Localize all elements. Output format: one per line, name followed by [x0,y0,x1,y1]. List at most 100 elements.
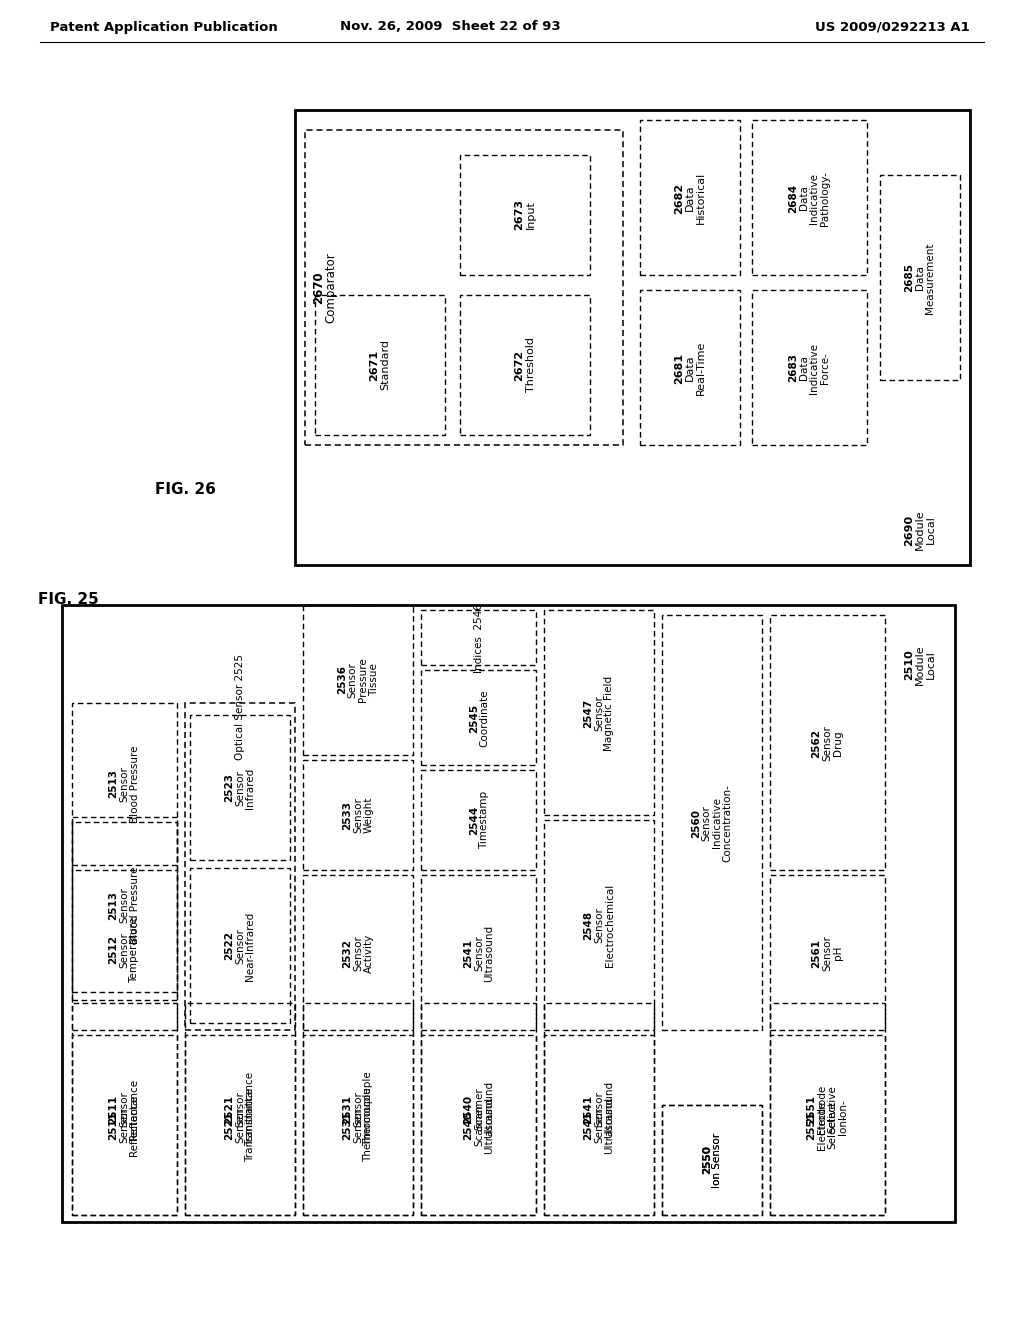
Text: Sensor: Sensor [594,907,604,942]
Text: Force-: Force- [820,352,829,384]
Bar [544,1003,654,1214]
Text: 2550: 2550 [701,1146,712,1175]
Bar [72,1003,177,1214]
Bar [190,869,290,1023]
Bar [880,176,961,380]
Bar [460,294,590,436]
Text: 2510: 2510 [904,649,913,680]
Text: Pathology-: Pathology- [820,170,829,226]
Bar [421,875,536,1030]
Bar [770,875,885,1030]
Text: Sensor: Sensor [701,805,712,841]
Text: 2513: 2513 [109,770,119,799]
Text: 2545: 2545 [469,704,479,733]
Text: 2522: 2522 [224,932,234,961]
Text: 2511: 2511 [109,1094,119,1123]
Text: Drug: Drug [833,730,843,756]
Text: Data: Data [685,355,695,381]
Text: 2671: 2671 [370,350,380,380]
Bar [421,770,536,870]
Text: Optical Sensor 2525: Optical Sensor 2525 [234,653,245,760]
Bar [544,610,654,814]
Text: Ultrasound: Ultrasound [604,1097,614,1154]
Text: Ultrasound: Ultrasound [604,1081,614,1138]
Bar [421,1035,536,1214]
Text: Sensor: Sensor [119,1092,129,1127]
Text: Sensor: Sensor [353,1092,362,1127]
Text: Module: Module [915,510,925,550]
Text: Sensor: Sensor [594,696,604,731]
Text: Near-Infrared: Near-Infrared [246,911,256,981]
Text: Coordinate: Coordinate [479,689,489,747]
Bar [662,1105,762,1214]
Bar [770,1035,885,1214]
Text: Electrochemical: Electrochemical [604,883,614,966]
Bar [315,294,445,436]
Text: Ion Sensor: Ion Sensor [713,1133,722,1188]
Text: Ultrasound: Ultrasound [484,924,495,982]
Text: Module: Module [915,644,925,685]
Text: Patent Application Publication: Patent Application Publication [50,21,278,33]
Text: Data: Data [799,186,809,210]
Text: 2672: 2672 [514,350,524,380]
Text: Thermocouple: Thermocouple [364,1072,374,1146]
Text: Measurement: Measurement [926,243,936,314]
Bar [662,615,762,1030]
Text: Sensor: Sensor [594,1092,604,1127]
Text: Temperature: Temperature [129,917,139,983]
Bar [72,1035,177,1214]
Bar [72,704,177,865]
Text: Indicative: Indicative [809,173,819,223]
Text: Blood Pressure: Blood Pressure [129,746,139,822]
Text: Ion Sensor: Ion Sensor [713,1133,722,1188]
Text: FIG. 25: FIG. 25 [38,593,98,607]
Text: Sensor: Sensor [353,935,362,972]
Bar [295,110,970,565]
Bar [752,290,867,445]
Bar [421,610,536,665]
Bar [421,1003,536,1214]
Text: Threshold: Threshold [525,338,536,392]
Bar [303,760,413,870]
Bar [752,120,867,275]
Text: 2531: 2531 [342,1110,352,1139]
Text: Transmittance: Transmittance [246,1088,256,1162]
Text: Scanner: Scanner [474,1104,484,1146]
Bar [72,822,177,1001]
Text: Selective: Selective [827,1101,838,1148]
Text: Nov. 26, 2009  Sheet 22 of 93: Nov. 26, 2009 Sheet 22 of 93 [340,21,560,33]
Text: 2684: 2684 [788,183,799,213]
Text: Infrared: Infrared [246,767,256,809]
Text: Ultrasound: Ultrasound [484,1081,495,1138]
Text: 2540: 2540 [464,1110,473,1139]
Text: Reflectance: Reflectance [129,1078,139,1139]
Text: 2541: 2541 [584,1110,594,1139]
Text: Magnetic Field: Magnetic Field [604,676,614,751]
Text: Sensor: Sensor [822,935,831,972]
Text: Sensor: Sensor [353,1107,362,1143]
Text: 2561: 2561 [811,939,821,968]
Bar [460,154,590,275]
Text: Standard: Standard [381,339,390,391]
Text: pH: pH [833,946,843,960]
Text: Concentration-: Concentration- [723,784,733,862]
Text: 2511: 2511 [109,1110,119,1139]
Text: Sensor: Sensor [474,935,484,972]
Bar [303,1003,413,1214]
Text: US 2009/0292213 A1: US 2009/0292213 A1 [815,21,970,33]
Text: Data: Data [799,355,809,380]
Bar [72,817,177,993]
Text: 2533: 2533 [342,800,352,829]
Text: Historical: Historical [696,172,707,224]
Bar [770,615,885,870]
Text: 2562: 2562 [811,729,821,758]
Bar [185,1003,295,1214]
Text: 2544: 2544 [469,805,479,834]
Text: Indicative: Indicative [713,797,722,849]
Text: Sensor: Sensor [119,1107,129,1143]
Text: Sensor: Sensor [234,770,245,807]
Text: 2512: 2512 [109,936,119,965]
Text: 2681: 2681 [674,352,684,384]
Text: Thermocouple: Thermocouple [364,1088,374,1163]
Text: Sensor: Sensor [119,766,129,803]
